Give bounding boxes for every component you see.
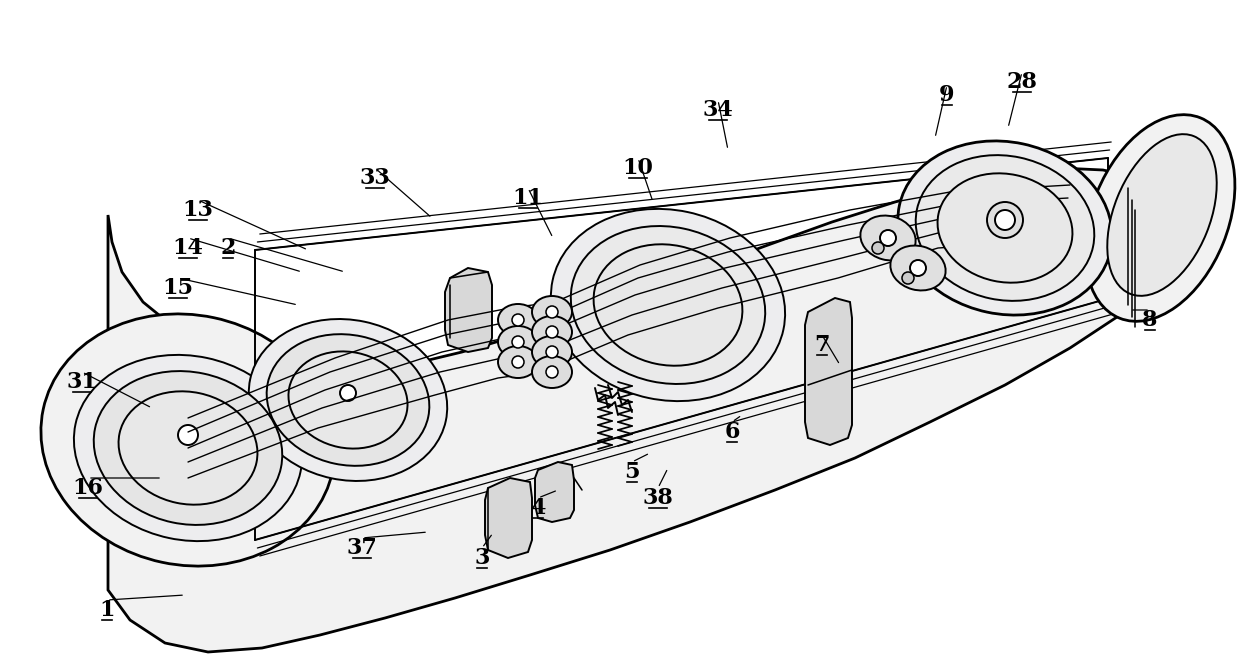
Ellipse shape bbox=[532, 316, 572, 348]
Text: 6: 6 bbox=[724, 421, 740, 443]
Ellipse shape bbox=[249, 319, 448, 481]
Circle shape bbox=[901, 272, 914, 284]
Circle shape bbox=[340, 385, 356, 401]
Ellipse shape bbox=[861, 216, 915, 261]
Text: 15: 15 bbox=[162, 277, 193, 299]
Ellipse shape bbox=[937, 174, 1073, 283]
Ellipse shape bbox=[570, 226, 765, 384]
Ellipse shape bbox=[119, 391, 258, 505]
Text: 33: 33 bbox=[360, 167, 391, 189]
Text: 37: 37 bbox=[346, 537, 377, 559]
Ellipse shape bbox=[532, 296, 572, 328]
Circle shape bbox=[546, 366, 558, 378]
Polygon shape bbox=[445, 268, 492, 352]
Circle shape bbox=[880, 230, 897, 246]
Circle shape bbox=[987, 202, 1023, 238]
Circle shape bbox=[512, 314, 525, 326]
Ellipse shape bbox=[41, 314, 335, 566]
Ellipse shape bbox=[1107, 134, 1216, 296]
Circle shape bbox=[179, 425, 198, 445]
Text: 9: 9 bbox=[939, 84, 955, 106]
Circle shape bbox=[512, 356, 525, 368]
Text: 38: 38 bbox=[642, 487, 673, 509]
Circle shape bbox=[994, 210, 1016, 230]
Text: 8: 8 bbox=[1142, 309, 1158, 331]
Ellipse shape bbox=[74, 355, 303, 541]
Ellipse shape bbox=[594, 245, 743, 366]
Text: 10: 10 bbox=[622, 157, 653, 179]
Text: 4: 4 bbox=[531, 497, 546, 519]
Ellipse shape bbox=[890, 245, 946, 291]
Text: 1: 1 bbox=[99, 599, 115, 621]
Text: 7: 7 bbox=[815, 334, 830, 356]
Text: 11: 11 bbox=[512, 187, 543, 209]
Polygon shape bbox=[805, 298, 852, 445]
Circle shape bbox=[546, 306, 558, 318]
Text: 28: 28 bbox=[1007, 71, 1038, 93]
Ellipse shape bbox=[267, 334, 429, 466]
Text: 14: 14 bbox=[172, 237, 203, 259]
Polygon shape bbox=[108, 168, 1183, 652]
Text: 5: 5 bbox=[624, 461, 640, 483]
Ellipse shape bbox=[498, 304, 538, 336]
Ellipse shape bbox=[532, 356, 572, 388]
Ellipse shape bbox=[898, 141, 1112, 315]
Ellipse shape bbox=[532, 336, 572, 368]
Text: 34: 34 bbox=[703, 99, 733, 121]
Ellipse shape bbox=[498, 326, 538, 358]
Text: 13: 13 bbox=[182, 199, 213, 221]
Circle shape bbox=[910, 260, 926, 276]
Polygon shape bbox=[534, 462, 574, 522]
Text: 31: 31 bbox=[67, 371, 98, 393]
Ellipse shape bbox=[1085, 115, 1235, 322]
Ellipse shape bbox=[94, 371, 283, 525]
Text: 2: 2 bbox=[221, 237, 236, 259]
Circle shape bbox=[872, 242, 884, 254]
Ellipse shape bbox=[289, 352, 408, 449]
Circle shape bbox=[546, 326, 558, 338]
Text: 3: 3 bbox=[475, 547, 490, 569]
Circle shape bbox=[546, 346, 558, 358]
Ellipse shape bbox=[551, 209, 785, 401]
Polygon shape bbox=[485, 478, 532, 558]
Circle shape bbox=[512, 336, 525, 348]
Ellipse shape bbox=[915, 155, 1094, 301]
Text: 16: 16 bbox=[72, 477, 103, 499]
Ellipse shape bbox=[498, 346, 538, 378]
